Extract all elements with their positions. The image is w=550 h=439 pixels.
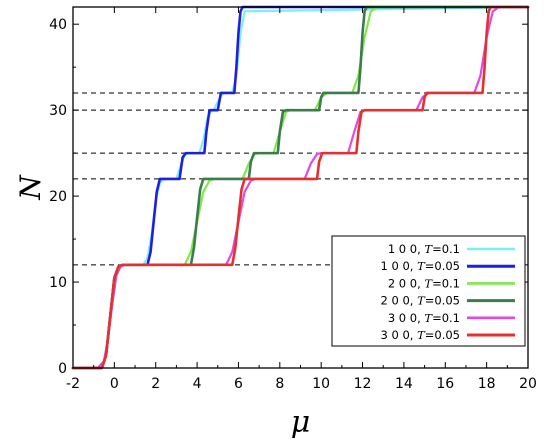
- legend-box: [331, 235, 526, 347]
- x-tick-label-5: 8: [275, 376, 284, 392]
- x-tick-label-6: 10: [312, 376, 330, 392]
- x-tick-label-2: 2: [151, 376, 160, 392]
- y-tick-label-2: 20: [49, 189, 67, 205]
- legend-label-0: 1 0 0, T=0.1: [388, 242, 460, 256]
- series-line-5: [71, 5, 530, 370]
- legend-label-1: 1 0 0, T=0.05: [381, 259, 461, 273]
- x-tick-label-0: -2: [66, 376, 80, 392]
- y-axis-title: N: [14, 174, 47, 201]
- series-lines: [71, 5, 530, 370]
- legend-label-2: 2 0 0, T=0.1: [388, 276, 460, 290]
- y-axis: 0 10 20 30 40: [49, 17, 528, 377]
- x-tick-label-3: 4: [193, 376, 202, 392]
- x-tick-label-10: 18: [478, 376, 496, 392]
- x-tick-label-4: 6: [234, 376, 243, 392]
- legend-label-3: 2 0 0, T=0.05: [381, 294, 461, 308]
- legend-label-4: 3 0 0, T=0.1: [388, 311, 460, 325]
- x-axis: -2 0 2 4 6 8 10 12 14 16 18 20: [66, 7, 537, 392]
- legend: 1 0 0, T=0.1 1 0 0, T=0.05 2 0 0, T=0.1 2 0…: [331, 235, 526, 347]
- x-tick-label-11: 20: [519, 376, 537, 392]
- x-tick-label-8: 14: [395, 376, 413, 392]
- y-tick-label-1: 10: [49, 275, 67, 291]
- x-tick-label-9: 16: [436, 376, 454, 392]
- legend-label-5: 3 0 0, T=0.05: [381, 328, 461, 342]
- x-tick-label-7: 12: [354, 376, 372, 392]
- y-tick-label-3: 30: [49, 103, 67, 119]
- x-axis-title: μ: [291, 405, 311, 439]
- y-tick-label-0: 0: [58, 361, 67, 377]
- y-tick-label-4: 40: [49, 17, 67, 33]
- x-tick-label-1: 0: [110, 376, 119, 392]
